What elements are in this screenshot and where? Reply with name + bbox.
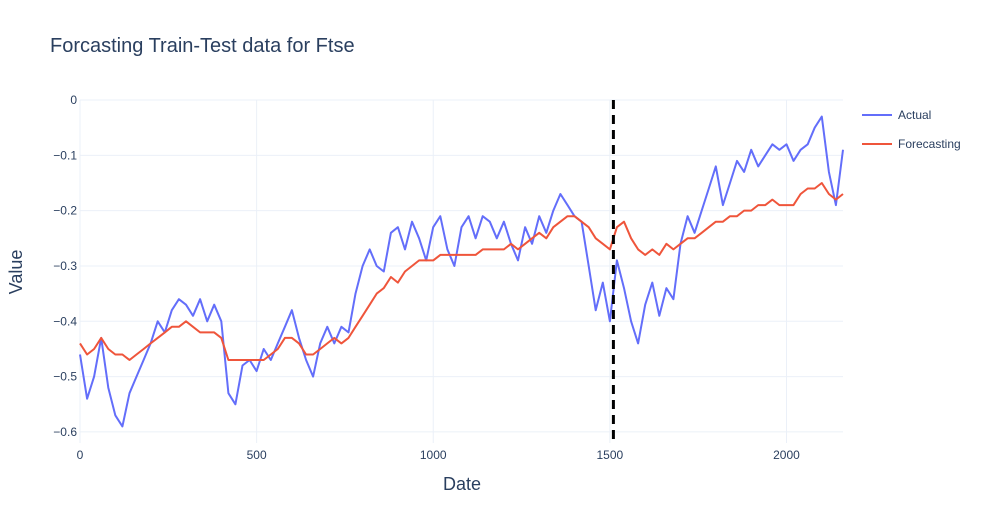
plot-area: 0 500 1000 1500 2000 0 −0.1 −0.2 −0.3 −0.4 −0.5 −0… bbox=[53, 93, 844, 462]
x-axis-title: Date bbox=[443, 474, 481, 494]
x-axis-ticks: 0 500 1000 1500 2000 bbox=[77, 448, 800, 462]
x-tick-label: 1000 bbox=[420, 448, 447, 462]
y-tick-label: −0.2 bbox=[53, 204, 77, 218]
x-tick-label: 2000 bbox=[773, 448, 800, 462]
series-group bbox=[79, 115, 844, 428]
y-axis-title: Value bbox=[6, 250, 26, 295]
y-tick-label: 0 bbox=[70, 93, 77, 107]
y-tick-label: −0.3 bbox=[53, 259, 77, 273]
x-tick-label: 500 bbox=[247, 448, 267, 462]
grid bbox=[79, 99, 843, 443]
x-tick-label: 1500 bbox=[597, 448, 624, 462]
y-axis-ticks: 0 −0.1 −0.2 −0.3 −0.4 −0.5 −0.6 bbox=[53, 93, 77, 439]
y-tick-label: −0.4 bbox=[53, 314, 77, 328]
legend-item-actual[interactable]: Actual bbox=[862, 108, 931, 122]
legend-label: Actual bbox=[898, 108, 931, 122]
legend[interactable]: Actual Forecasting bbox=[862, 108, 961, 151]
series-line-actual bbox=[79, 115, 844, 428]
y-tick-label: −0.6 bbox=[53, 425, 77, 439]
y-tick-label: −0.1 bbox=[53, 148, 77, 162]
y-tick-label: −0.5 bbox=[53, 370, 77, 384]
legend-item-forecasting[interactable]: Forecasting bbox=[862, 137, 961, 151]
x-tick-label: 0 bbox=[77, 448, 84, 462]
legend-label: Forecasting bbox=[898, 137, 961, 151]
series-line-forecasting bbox=[79, 182, 844, 361]
chart-title: Forcasting Train-Test data for Ftse bbox=[50, 35, 355, 57]
